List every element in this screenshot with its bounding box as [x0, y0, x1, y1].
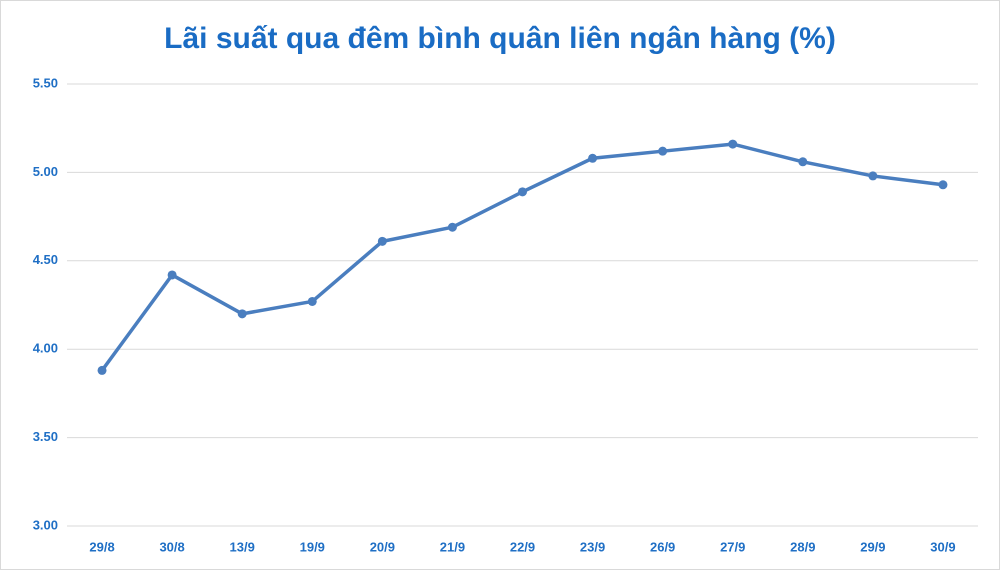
data-point	[728, 139, 738, 149]
data-point	[518, 187, 527, 197]
y-tick-label: 4.00	[33, 341, 58, 356]
data-point	[307, 296, 317, 306]
chart-title: Lãi suất qua đêm bình quân liên ngân hàn…	[164, 22, 836, 55]
x-tick-label: 19/9	[300, 539, 325, 554]
x-tick-label: 29/9	[860, 539, 885, 554]
x-tick-label: 20/9	[370, 539, 395, 554]
x-tick-label: 30/8	[159, 539, 184, 554]
x-tick-label: 21/9	[440, 539, 465, 554]
x-tick-label: 27/9	[720, 539, 745, 554]
data-point	[447, 222, 457, 232]
data-point	[658, 146, 668, 156]
x-tick-label: 26/9	[650, 539, 675, 554]
y-tick-label: 4.50	[33, 252, 58, 267]
x-tick-label: 22/9	[510, 539, 535, 554]
data-point	[237, 309, 247, 319]
y-tick-label: 3.00	[33, 517, 58, 532]
y-tick-label: 5.00	[33, 164, 58, 179]
x-tick-label: 23/9	[580, 539, 605, 554]
data-point	[377, 236, 387, 246]
data-point	[167, 270, 177, 280]
data-point	[938, 180, 948, 190]
data-point	[868, 171, 878, 181]
x-tick-label: 13/9	[230, 539, 255, 554]
x-tick-label: 28/9	[790, 539, 815, 554]
y-tick-label: 5.50	[33, 75, 58, 90]
data-point	[798, 157, 808, 167]
data-point	[588, 153, 598, 163]
x-tick-label: 29/8	[89, 539, 114, 554]
y-tick-label: 3.50	[33, 429, 58, 444]
data-point	[97, 365, 107, 375]
x-tick-label: 30/9	[930, 539, 955, 554]
